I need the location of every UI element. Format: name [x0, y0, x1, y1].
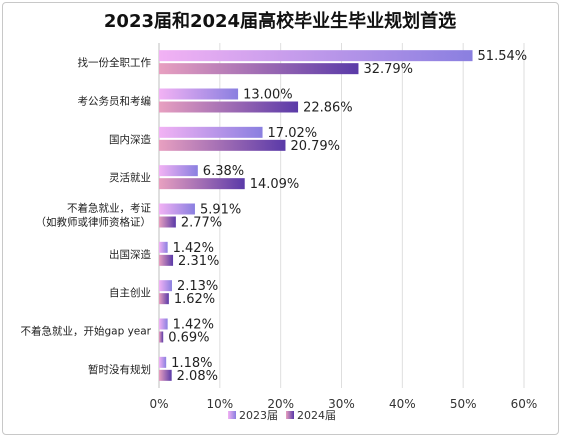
category-label: 不着急就业，开始gap year [20, 325, 151, 338]
bar-2023 [159, 241, 168, 253]
category-label: 自主创业 [109, 286, 151, 299]
bar-2024 [159, 293, 169, 305]
bar-2024 [159, 178, 245, 190]
bar-2024 [159, 63, 359, 75]
x-tick-label: 60% [511, 397, 538, 411]
bar-2024 [159, 254, 174, 266]
data-label: 13.00% [243, 88, 293, 103]
bar-2023 [159, 165, 198, 177]
bar-2024 [159, 139, 286, 151]
data-label: 2.77% [181, 216, 222, 231]
bar-2024 [159, 216, 176, 228]
data-label: 1.42% [173, 318, 214, 333]
bar-2023 [159, 203, 195, 215]
data-label: 2.31% [178, 254, 219, 269]
data-label: 51.54% [478, 49, 528, 64]
category-label: 国内深造 [109, 133, 151, 146]
bar-2024 [159, 331, 164, 343]
data-label: 20.79% [290, 139, 340, 154]
x-tick-label: 10% [206, 397, 233, 411]
data-label: 22.86% [303, 101, 353, 116]
bar-2023 [159, 318, 168, 330]
bar-2023 [159, 126, 263, 138]
bar-2023 [159, 280, 172, 292]
data-label: 6.38% [203, 164, 244, 179]
x-tick-label: 50% [450, 397, 477, 411]
x-tick-label: 20% [267, 397, 294, 411]
x-tick-label: 30% [328, 397, 355, 411]
x-tick-label: 40% [389, 397, 416, 411]
data-label: 1.18% [171, 356, 212, 371]
data-label: 2.08% [177, 369, 218, 384]
bar-2023 [159, 356, 167, 368]
legend-label: 2023届 [239, 409, 278, 422]
legend-swatch [228, 411, 236, 419]
data-label: 0.69% [168, 331, 209, 346]
data-label: 5.91% [200, 203, 241, 218]
data-label: 17.02% [268, 126, 318, 141]
data-label: 1.42% [173, 241, 214, 256]
category-label: 灵活就业 [109, 171, 151, 184]
x-tick-label: 0% [149, 397, 168, 411]
category-label: 找一份全职工作 [78, 56, 152, 69]
legend-swatch [286, 411, 294, 419]
data-label: 32.79% [363, 62, 413, 77]
bar-2023 [159, 50, 473, 62]
data-label: 2.13% [177, 279, 218, 294]
bar-2024 [159, 369, 172, 381]
bar-2024 [159, 101, 299, 113]
data-label: 14.09% [250, 177, 300, 192]
legend-label: 2024届 [297, 409, 336, 422]
category-label: 出国深造 [109, 248, 151, 261]
category-label: 暂时没有规划 [88, 363, 151, 376]
bar-2023 [159, 88, 239, 100]
category-label: 考公务员和考编 [78, 95, 152, 108]
chart-title: 2023届和2024届高校毕业生毕业规划首选 [104, 10, 456, 32]
data-label: 1.62% [174, 292, 215, 307]
category-label: 不着急就业，考证（如教师或律师资格证） [36, 202, 152, 229]
